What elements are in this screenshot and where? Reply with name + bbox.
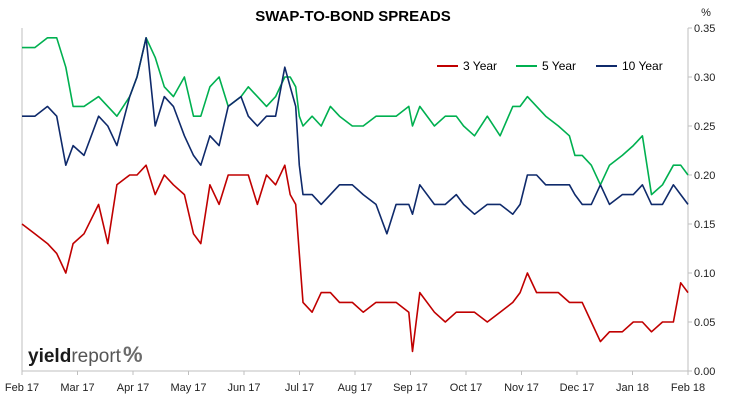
y-tick-label: 0.00	[694, 366, 715, 378]
x-tick-label: Sep 17	[393, 382, 428, 394]
x-tick-label: May 17	[170, 382, 206, 394]
y-tick-label: 0.25	[694, 121, 715, 133]
legend-label-5-year: 5 Year	[542, 59, 576, 73]
x-tick-label: Jan 18	[616, 382, 649, 394]
series-line-10-year	[22, 36, 689, 235]
logo-percent-symbol: %	[123, 342, 143, 367]
y-tick-label: 0.15	[694, 219, 715, 231]
y-axis: 0.00 0.05 0.10 0.15 0.20 0.25 0.30 0.35	[688, 23, 715, 378]
logo-brand-bold: yield	[28, 346, 71, 367]
x-tick-label: Apr 17	[117, 382, 149, 394]
x-tick-label: Oct 17	[450, 382, 482, 394]
logo-brand-light: report	[71, 346, 121, 367]
yieldreport-logo: yieldreport%	[28, 342, 143, 367]
y-tick-label: 0.20	[694, 170, 715, 182]
x-tick-label: Nov 17	[504, 382, 539, 394]
logo-text: yieldreport%	[28, 342, 143, 367]
legend-label-3-year: 3 Year	[463, 59, 497, 73]
x-tick-label: Feb 17	[5, 382, 39, 394]
x-tick-label: Mar 17	[60, 382, 94, 394]
legend-label-10-year: 10 Year	[622, 59, 663, 73]
series-line-3-year	[21, 164, 689, 353]
y-tick-label: 0.35	[694, 23, 715, 35]
x-tick-label: Feb 18	[671, 382, 705, 394]
series-lines	[21, 36, 689, 353]
x-axis: Feb 17 Mar 17 Apr 17 May 17 Jun 17 Jul 17 Aug …	[5, 371, 705, 394]
y-axis-unit-label: %	[701, 7, 711, 19]
chart-title: SWAP-TO-BOND SPREADS	[255, 8, 451, 25]
y-tick-label: 0.10	[694, 268, 715, 280]
x-tick-label: Jul 17	[285, 382, 314, 394]
x-tick-label: Dec 17	[560, 382, 595, 394]
x-tick-label: Aug 17	[338, 382, 373, 394]
y-tick-label: 0.05	[694, 317, 715, 329]
x-tick-label: Jun 17	[227, 382, 260, 394]
y-tick-label: 0.30	[694, 72, 715, 84]
chart-legend: 3 Year 5 Year 10 Year	[437, 59, 663, 73]
